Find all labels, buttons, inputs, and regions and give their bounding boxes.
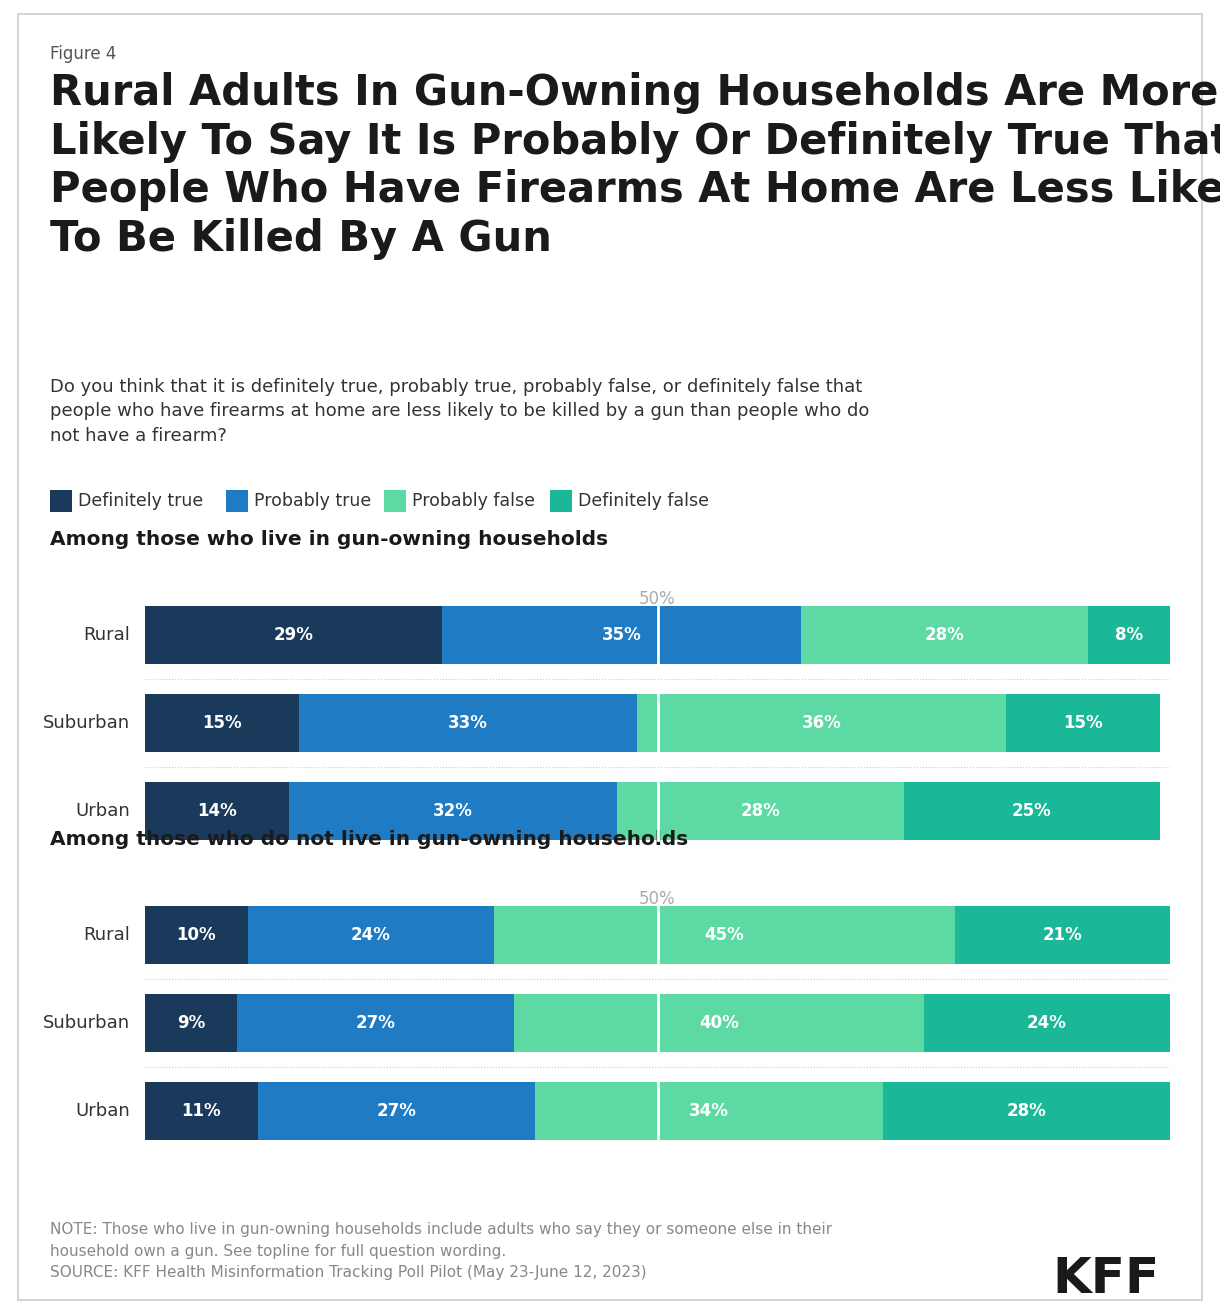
Text: Definitely true: Definitely true — [78, 491, 204, 510]
Text: 27%: 27% — [356, 1014, 395, 1031]
FancyBboxPatch shape — [145, 993, 237, 1053]
Text: 11%: 11% — [182, 1102, 221, 1120]
Text: 24%: 24% — [1027, 1014, 1068, 1031]
FancyBboxPatch shape — [145, 905, 248, 964]
Text: 28%: 28% — [741, 802, 780, 820]
Text: 15%: 15% — [203, 714, 242, 732]
Text: 21%: 21% — [1043, 926, 1082, 943]
FancyBboxPatch shape — [237, 993, 514, 1053]
Text: Rural: Rural — [83, 625, 131, 644]
Text: 45%: 45% — [704, 926, 744, 943]
Text: Probably true: Probably true — [254, 491, 371, 510]
Text: 33%: 33% — [448, 714, 488, 732]
Text: NOTE: Those who live in gun-owning households include adults who say they or som: NOTE: Those who live in gun-owning house… — [50, 1222, 832, 1280]
Text: 50%: 50% — [639, 590, 676, 608]
Text: Urban: Urban — [76, 1102, 131, 1120]
Text: Urban: Urban — [76, 802, 131, 820]
FancyBboxPatch shape — [955, 905, 1170, 964]
FancyBboxPatch shape — [924, 993, 1170, 1053]
FancyBboxPatch shape — [616, 782, 904, 840]
Text: 25%: 25% — [1011, 802, 1052, 820]
Text: 34%: 34% — [689, 1102, 728, 1120]
FancyBboxPatch shape — [145, 1081, 257, 1141]
FancyBboxPatch shape — [514, 993, 924, 1053]
FancyBboxPatch shape — [257, 1081, 534, 1141]
Text: 28%: 28% — [1006, 1102, 1047, 1120]
FancyBboxPatch shape — [550, 490, 572, 512]
Text: Suburban: Suburban — [43, 1014, 131, 1031]
FancyBboxPatch shape — [226, 490, 248, 512]
Text: 50%: 50% — [639, 890, 676, 908]
Text: Definitely false: Definitely false — [578, 491, 709, 510]
Text: Probably false: Probably false — [412, 491, 536, 510]
FancyBboxPatch shape — [637, 694, 1006, 752]
FancyBboxPatch shape — [50, 490, 72, 512]
Text: Rural Adults In Gun-Owning Households Are More
Likely To Say It Is Probably Or D: Rural Adults In Gun-Owning Households Ar… — [50, 72, 1220, 260]
FancyBboxPatch shape — [534, 1081, 883, 1141]
Text: 10%: 10% — [177, 926, 216, 943]
FancyBboxPatch shape — [1006, 694, 1160, 752]
FancyBboxPatch shape — [494, 905, 955, 964]
FancyBboxPatch shape — [299, 694, 637, 752]
FancyBboxPatch shape — [442, 606, 802, 664]
Text: 8%: 8% — [1115, 625, 1143, 644]
Text: Rural: Rural — [83, 926, 131, 943]
Text: Among those who live in gun-owning households: Among those who live in gun-owning house… — [50, 530, 608, 549]
FancyBboxPatch shape — [1088, 606, 1170, 664]
FancyBboxPatch shape — [248, 905, 494, 964]
Text: 36%: 36% — [802, 714, 842, 732]
FancyBboxPatch shape — [883, 1081, 1170, 1141]
Text: 15%: 15% — [1063, 714, 1103, 732]
Text: Figure 4: Figure 4 — [50, 45, 116, 63]
Text: Suburban: Suburban — [43, 714, 131, 732]
Text: 32%: 32% — [433, 802, 472, 820]
Text: 14%: 14% — [196, 802, 237, 820]
Text: 9%: 9% — [177, 1014, 205, 1031]
Text: 24%: 24% — [350, 926, 390, 943]
Text: 40%: 40% — [699, 1014, 739, 1031]
FancyBboxPatch shape — [904, 782, 1160, 840]
FancyBboxPatch shape — [288, 782, 616, 840]
Text: 28%: 28% — [925, 625, 964, 644]
Text: 29%: 29% — [273, 625, 314, 644]
Text: 35%: 35% — [601, 625, 642, 644]
FancyBboxPatch shape — [384, 490, 406, 512]
FancyBboxPatch shape — [145, 694, 299, 752]
Text: Do you think that it is definitely true, probably true, probably false, or defin: Do you think that it is definitely true,… — [50, 378, 870, 444]
FancyBboxPatch shape — [802, 606, 1088, 664]
FancyBboxPatch shape — [145, 606, 442, 664]
Text: Among those who do not live in gun-owning households: Among those who do not live in gun-ownin… — [50, 830, 688, 849]
Text: KFF: KFF — [1053, 1255, 1160, 1303]
Text: 27%: 27% — [376, 1102, 416, 1120]
FancyBboxPatch shape — [145, 782, 288, 840]
